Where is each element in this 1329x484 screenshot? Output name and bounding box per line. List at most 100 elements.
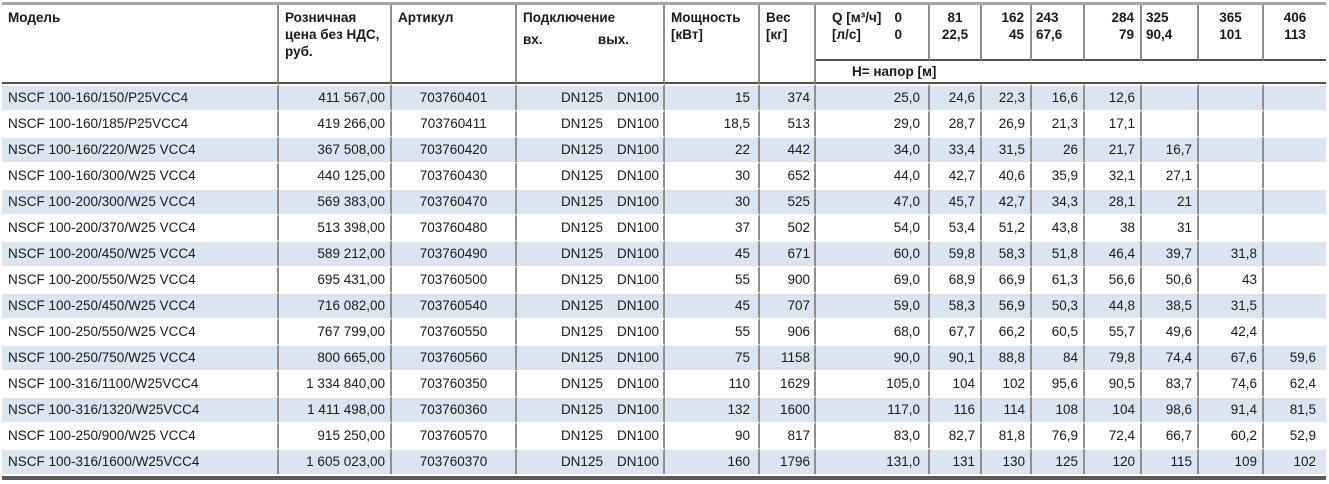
price-cell: 1 411 498,00 bbox=[279, 396, 392, 422]
head-value-cell: 104 bbox=[1085, 396, 1142, 422]
price-cell: 419 266,00 bbox=[279, 110, 392, 136]
model-cell: NSCF 100-316/1100/W25VCC4 bbox=[2, 370, 279, 396]
table-row: NSCF 100-316/1600/W25VCC4 1 605 023,00 703… bbox=[2, 448, 1326, 474]
head-value-cell: 56,6 bbox=[1085, 266, 1142, 292]
column-header-flow-243: 243 67,6 bbox=[1032, 5, 1085, 61]
head-value-cell: 52,9 bbox=[1264, 422, 1326, 448]
connection-cell: DN125 DN100 bbox=[517, 84, 665, 110]
head-value-cell bbox=[1264, 240, 1326, 266]
connection-inlet-value: DN125 bbox=[560, 142, 603, 157]
table-row: NSCF 100-250/550/W25 VCC4 767 799,00 70376… bbox=[2, 318, 1326, 344]
head-value-cell: 49,6 bbox=[1142, 318, 1199, 344]
article-cell: 703760560 bbox=[392, 344, 517, 370]
price-cell: 513 398,00 bbox=[279, 214, 392, 240]
connection-outlet-label: вых. bbox=[597, 32, 629, 47]
connection-outlet-value: DN100 bbox=[616, 116, 659, 131]
connection-outlet-value: DN100 bbox=[616, 428, 659, 443]
weight-cell: 1629 bbox=[760, 370, 816, 396]
article-cell: 703760401 bbox=[392, 84, 517, 110]
head-at-q0-cell: 60,0 bbox=[816, 240, 930, 266]
head-value-cell: 58,3 bbox=[930, 292, 982, 318]
head-at-q0-cell: 83,0 bbox=[816, 422, 930, 448]
power-cell: 55 bbox=[665, 318, 760, 344]
power-cell: 132 bbox=[665, 396, 760, 422]
column-header-flow-zero: Q [м³/ч] 0 [л/с] 0 bbox=[816, 5, 930, 61]
head-value-cell bbox=[1264, 84, 1326, 110]
head-value-cell: 12,6 bbox=[1085, 84, 1142, 110]
connection-cell: DN125 DN100 bbox=[517, 162, 665, 188]
head-at-q0-cell: 117,0 bbox=[816, 396, 930, 422]
weight-cell: 1158 bbox=[760, 344, 816, 370]
head-value-cell: 66,2 bbox=[982, 318, 1032, 344]
head-value-cell: 61,3 bbox=[1032, 266, 1085, 292]
article-cell: 703760500 bbox=[392, 266, 517, 292]
column-header-power: Мощность [кВт] bbox=[665, 5, 760, 84]
head-value-cell bbox=[1264, 214, 1326, 240]
article-cell: 703760430 bbox=[392, 162, 517, 188]
head-value-cell: 98,6 bbox=[1142, 396, 1199, 422]
head-value-cell: 79,8 bbox=[1085, 344, 1142, 370]
head-value-cell: 72,4 bbox=[1085, 422, 1142, 448]
power-cell: 75 bbox=[665, 344, 760, 370]
head-at-q0-cell: 54,0 bbox=[816, 214, 930, 240]
head-value-cell: 58,3 bbox=[982, 240, 1032, 266]
article-cell: 703760350 bbox=[392, 370, 517, 396]
weight-cell: 513 bbox=[760, 110, 816, 136]
column-header-model: Модель bbox=[2, 5, 279, 84]
head-value-cell bbox=[1264, 110, 1326, 136]
head-value-cell bbox=[1264, 188, 1326, 214]
connection-cell: DN125 DN100 bbox=[517, 240, 665, 266]
table-header: Модель Розничная цена без НДС, руб. Арти… bbox=[2, 5, 1326, 84]
head-at-q0-cell: 69,0 bbox=[816, 266, 930, 292]
model-cell: NSCF 100-200/550/W25 VCC4 bbox=[2, 266, 279, 292]
head-value-cell bbox=[1264, 266, 1326, 292]
connection-inlet-value: DN125 bbox=[560, 220, 603, 235]
head-value-cell: 59,8 bbox=[930, 240, 982, 266]
head-value-cell: 53,4 bbox=[930, 214, 982, 240]
head-value-cell: 109 bbox=[1199, 448, 1264, 474]
connection-inlet-value: DN125 bbox=[560, 90, 603, 105]
head-value-cell: 114 bbox=[982, 396, 1032, 422]
connection-cell: DN125 DN100 bbox=[517, 370, 665, 396]
head-value-cell: 81,5 bbox=[1264, 396, 1326, 422]
power-cell: 45 bbox=[665, 240, 760, 266]
head-value-cell: 16,7 bbox=[1142, 136, 1199, 162]
head-value-cell: 60,5 bbox=[1032, 318, 1085, 344]
table-row: NSCF 100-250/900/W25 VCC4 915 250,00 70376… bbox=[2, 422, 1326, 448]
flow-zero-m3h-value: 0 bbox=[894, 10, 902, 25]
power-cell: 30 bbox=[665, 162, 760, 188]
head-value-cell: 81,8 bbox=[982, 422, 1032, 448]
table-row: NSCF 100-250/450/W25 VCC4 716 082,00 70376… bbox=[2, 292, 1326, 318]
table-row: NSCF 100-200/300/W25 VCC4 569 383,00 70376… bbox=[2, 188, 1326, 214]
head-value-cell: 46,4 bbox=[1085, 240, 1142, 266]
head-at-q0-cell: 29,0 bbox=[816, 110, 930, 136]
head-value-cell: 16,6 bbox=[1032, 84, 1085, 110]
power-cell: 37 bbox=[665, 214, 760, 240]
head-value-cell: 62,4 bbox=[1264, 370, 1326, 396]
head-value-cell: 115 bbox=[1142, 448, 1199, 474]
head-value-cell bbox=[1142, 84, 1199, 110]
head-value-cell: 91,4 bbox=[1199, 396, 1264, 422]
head-value-cell: 108 bbox=[1032, 396, 1085, 422]
price-cell: 716 082,00 bbox=[279, 292, 392, 318]
head-value-cell bbox=[1264, 292, 1326, 318]
power-cell: 160 bbox=[665, 448, 760, 474]
head-value-cell: 21 bbox=[1142, 188, 1199, 214]
head-value-cell: 24,6 bbox=[930, 84, 982, 110]
head-value-cell: 116 bbox=[930, 396, 982, 422]
weight-cell: 652 bbox=[760, 162, 816, 188]
model-cell: NSCF 100-160/220/W25 VCC4 bbox=[2, 136, 279, 162]
table-row: NSCF 100-160/185/P25VCC4 419 266,00 703760… bbox=[2, 110, 1326, 136]
head-value-cell: 33,4 bbox=[930, 136, 982, 162]
head-value-cell: 31,5 bbox=[982, 136, 1032, 162]
head-value-cell bbox=[1199, 188, 1264, 214]
head-at-q0-cell: 47,0 bbox=[816, 188, 930, 214]
table-row: NSCF 100-200/450/W25 VCC4 589 212,00 70376… bbox=[2, 240, 1326, 266]
head-value-cell: 42,7 bbox=[930, 162, 982, 188]
column-header-flow-325: 325 90,4 bbox=[1142, 5, 1199, 61]
head-value-cell: 76,9 bbox=[1032, 422, 1085, 448]
connection-cell: DN125 DN100 bbox=[517, 318, 665, 344]
model-cell: NSCF 100-200/450/W25 VCC4 bbox=[2, 240, 279, 266]
article-cell: 703760490 bbox=[392, 240, 517, 266]
weight-cell: 374 bbox=[760, 84, 816, 110]
